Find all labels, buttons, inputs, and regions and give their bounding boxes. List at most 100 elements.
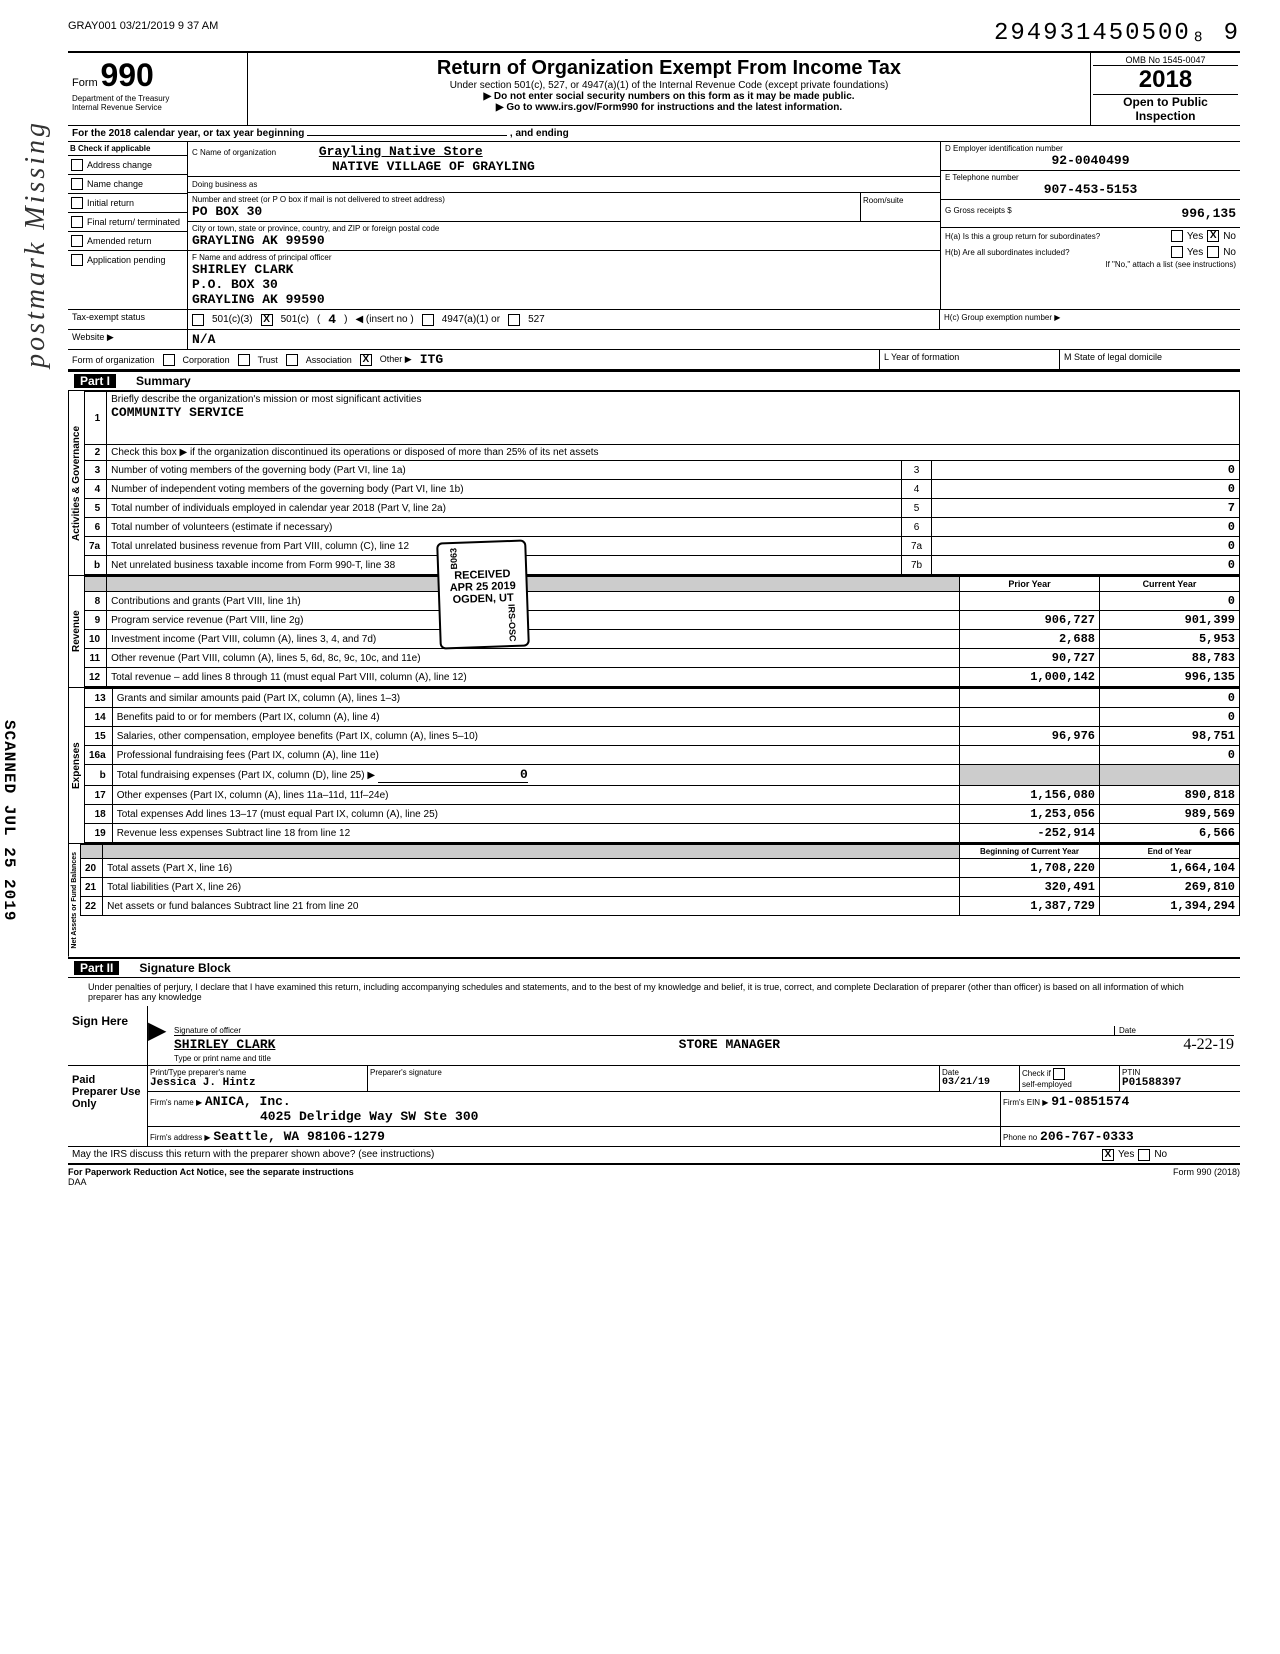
prep-name: Jessica J. Hintz [150,1077,365,1089]
discuss-yes-chk[interactable]: X [1102,1149,1114,1161]
chk-501c3[interactable] [192,314,204,326]
l8-cur: 0 [1100,592,1240,611]
chk-init[interactable] [71,197,83,209]
dln: 294931450500₈ 9 [994,20,1240,47]
prior-hdr: Prior Year [960,577,1100,592]
l19-text: Revenue less expenses Subtract line 18 f… [112,824,959,843]
l8-text: Contributions and grants (Part VIII, lin… [107,592,960,611]
omb: OMB No 1545-0047 [1093,55,1238,66]
ein: 92-0040499 [945,153,1236,168]
501c3-label: 501(c)(3) [212,314,253,325]
hb-no[interactable] [1207,246,1219,258]
l13-cur: 0 [1100,689,1240,708]
chk-501c[interactable]: X [261,314,273,326]
l11-cur: 88,783 [1100,649,1240,668]
paid-prep-label: Paid Preparer Use Only [68,1066,148,1146]
sign-here-label: Sign Here [68,1006,148,1065]
ha-yes[interactable] [1171,230,1183,242]
ha-label: H(a) Is this a group return for subordin… [945,232,1167,241]
timestamp: GRAY001 03/21/2019 9 37 AM [68,20,218,47]
hb-yes[interactable] [1171,246,1183,258]
l22-text: Net assets or fund balances Subtract lin… [103,897,960,916]
l11-text: Other revenue (Part VIII, column (A), li… [107,649,960,668]
discuss-no-chk[interactable] [1138,1149,1150,1161]
stamp-b063: B063 [448,548,459,570]
end-hdr: End of Year [1100,845,1240,859]
chk-self-emp[interactable] [1053,1068,1065,1080]
open-public: Open to Public [1093,95,1238,109]
l1-val: COMMUNITY SERVICE [111,405,244,420]
chk-527[interactable] [508,314,520,326]
sig-officer-label: Signature of officer [174,1026,241,1035]
chk-name-label: Name change [87,179,143,189]
room-label: Room/suite [863,196,903,205]
chk-assoc[interactable] [286,354,298,366]
firm-phone-label: Phone no [1003,1133,1037,1142]
firm-name: ANICA, Inc. [205,1094,291,1109]
firm-addr-label: Firm's address ▶ [150,1133,211,1142]
dept: Department of the Treasury [72,94,243,103]
part2-title: Signature Block [139,961,230,975]
i-label: Tax-exempt status [72,312,145,322]
postmark-stamp: postmark Missing [20,120,52,368]
l4-text: Number of independent voting members of … [111,484,463,495]
ptin: P01588397 [1122,1077,1238,1089]
insert-no-label: ◀ (insert no ) [355,314,413,325]
l6-val: 0 [932,518,1240,537]
city-label: City or town, state or province, country… [192,224,936,233]
scanned-stamp: SCANNED JUL 25 2019 [0,720,18,921]
l21-prior: 320,491 [960,878,1100,897]
501c-label: 501(c) [281,314,309,325]
4947-label: 4947(a)(1) or [442,314,500,325]
stamp-ogden: OGDEN, UT [450,591,516,605]
type-print-label: Type or print name and title [174,1054,1234,1063]
form-goto: ▶ Go to www.irs.gov/Form990 for instruct… [252,102,1086,113]
form-warn: ▶ Do not enter social security numbers o… [252,91,1086,102]
form-title: Return of Organization Exempt From Incom… [252,57,1086,80]
inspection: Inspection [1093,109,1238,123]
dba-label: Doing business as [192,180,257,189]
part2-label: Part II [74,961,119,975]
l7b-text: Net unrelated business taxable income fr… [111,560,395,571]
hb-no-label: No [1223,247,1236,258]
f-label: F Name and address of principal officer [192,253,936,262]
chk-name[interactable] [71,178,83,190]
other-label: Other ▶ [380,354,412,365]
l15-cur: 98,751 [1100,727,1240,746]
l18-cur: 989,569 [1100,805,1240,824]
chk-app[interactable] [71,254,83,266]
perjury-text: Under penalties of perjury, I declare th… [68,978,1240,1006]
c-label: C Name of organization [192,148,276,157]
l10-text: Investment income (Part VIII, column (A)… [107,630,960,649]
begin-hdr: Beginning of Current Year [960,845,1100,859]
chk-amend[interactable] [71,235,83,247]
chk-4947[interactable] [422,314,434,326]
chk-corp[interactable] [163,354,175,366]
officer-city: GRAYLING AK 99590 [192,292,936,307]
l15-prior: 96,976 [960,727,1100,746]
l14-cur: 0 [1100,708,1240,727]
chk-other[interactable]: X [360,354,372,366]
l17-text: Other expenses (Part IX, column (A), lin… [112,786,959,805]
rev-section-label: Revenue [68,576,84,687]
l7b-val: 0 [932,556,1240,575]
chk-final[interactable] [71,216,83,228]
l20-cur: 1,664,104 [1100,859,1240,878]
check-if-label: B [70,144,78,153]
part1-label: Part I [74,374,116,388]
l12-cur: 996,135 [1100,668,1240,687]
trust-label: Trust [258,355,278,365]
l8-prior [960,592,1100,611]
firm-addr: 4025 Delridge Way SW Ste 300 [260,1109,478,1124]
hb-label: H(b) Are all subordinates included? [945,248,1167,257]
net-section-label: Net Assets or Fund Balances [68,844,80,957]
chk-trust[interactable] [238,354,250,366]
l3-val: 0 [932,461,1240,480]
addr-label: Number and street (or P O box if mail is… [192,195,856,204]
chk-addr[interactable] [71,159,83,171]
ha-no[interactable]: X [1207,230,1219,242]
527-label: 527 [528,314,545,325]
officer-name: SHIRLEY CLARK [192,262,936,277]
form-number: 990 [100,57,153,93]
prep-self-label: self-employed [1022,1080,1072,1089]
